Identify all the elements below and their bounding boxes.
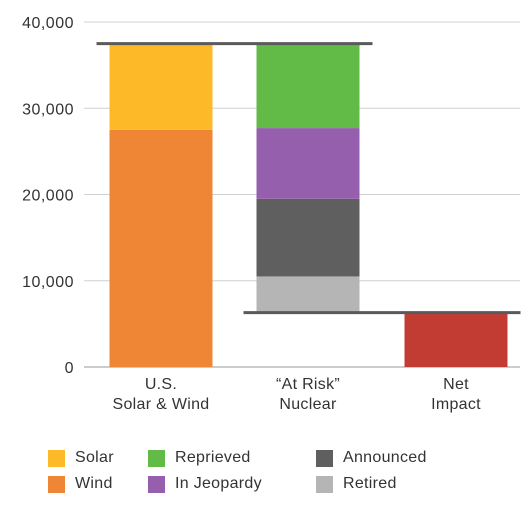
legend-label: Wind (75, 475, 113, 492)
legend-swatch (48, 449, 65, 467)
bar-announced (256, 198, 360, 277)
waterfall-chart: 0 10,000 20,000 30,000 40,000 U.S. Solar & Wi… (22, 15, 521, 413)
legend-label: Retired (343, 475, 397, 492)
x-axis-categories: U.S. Solar & Wind “At Risk” Nuclear Net Impac… (113, 376, 481, 413)
legend-label: In Jeopardy (175, 475, 262, 492)
legend-swatch (148, 475, 165, 493)
legend-item: Solar (48, 448, 114, 468)
legend-item: In Jeopardy (148, 474, 262, 494)
legend-label: Announced (343, 449, 427, 466)
bar-net-impact (404, 312, 508, 367)
legend-item: Reprieved (148, 448, 251, 468)
y-tick-label: 40,000 (22, 15, 74, 32)
legend-swatch (148, 449, 165, 467)
x-category-label: “At Risk” Nuclear (276, 376, 340, 413)
legend-item: Announced (316, 448, 427, 468)
y-tick-label: 30,000 (22, 101, 74, 118)
legend-swatch (316, 449, 333, 467)
bar-wind (109, 129, 213, 367)
legend-item: Wind (48, 474, 113, 494)
bar-retired (256, 276, 360, 313)
legend: Solar Reprieved Announced Wind In Jeopardy Re… (48, 448, 518, 504)
reference-lines (96, 42, 521, 315)
legend-swatch (48, 475, 65, 493)
y-tick-label: 20,000 (22, 188, 74, 205)
x-category-label: U.S. Solar & Wind (113, 376, 210, 413)
y-tick-label: 0 (65, 360, 74, 377)
legend-label: Solar (75, 449, 114, 466)
y-tick-label: 10,000 (22, 274, 74, 291)
legend-item: Retired (316, 474, 397, 494)
bar-reprieved (256, 43, 360, 129)
y-axis-ticks: 0 10,000 20,000 30,000 40,000 (22, 15, 74, 377)
x-category-label: Net Impact (431, 376, 481, 413)
bar-solar (109, 43, 213, 130)
legend-swatch (316, 475, 333, 493)
bar-in-jeopardy (256, 128, 360, 199)
bars (109, 43, 508, 367)
legend-label: Reprieved (175, 449, 251, 466)
